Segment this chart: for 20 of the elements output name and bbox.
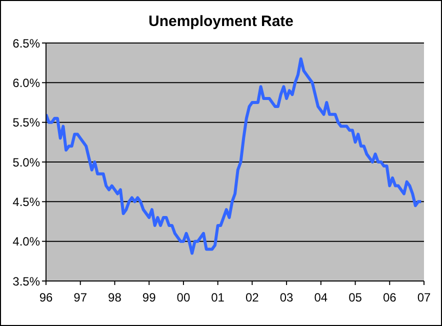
x-tick-label: 06	[382, 290, 397, 305]
x-tick-label: 00	[176, 290, 190, 305]
x-tick-label: 04	[314, 290, 328, 305]
y-tick-label: 6.5%	[12, 36, 40, 50]
y-tick-label: 4.5%	[12, 194, 40, 209]
x-tick-label: 05	[348, 290, 362, 305]
x-tick-label: 96	[39, 290, 53, 305]
x-tick-label: 99	[142, 290, 156, 305]
y-tick-label: 5.5%	[12, 116, 40, 130]
x-tick-label: 01	[211, 290, 225, 305]
x-tick-label: 97	[74, 290, 88, 305]
chart-title: Unemployment Rate	[147, 13, 295, 30]
y-tick-label: 4.0%	[12, 234, 40, 249]
y-tick-label: 6.0%	[12, 76, 40, 90]
x-tick-label: 98	[108, 290, 122, 305]
x-tick-label: 07	[417, 290, 431, 305]
x-tick-label: 03	[280, 290, 294, 305]
x-tick-label: 02	[246, 290, 260, 305]
y-tick-label: 5.0%	[12, 155, 40, 170]
y-tick-label: 3.5%	[12, 274, 40, 288]
